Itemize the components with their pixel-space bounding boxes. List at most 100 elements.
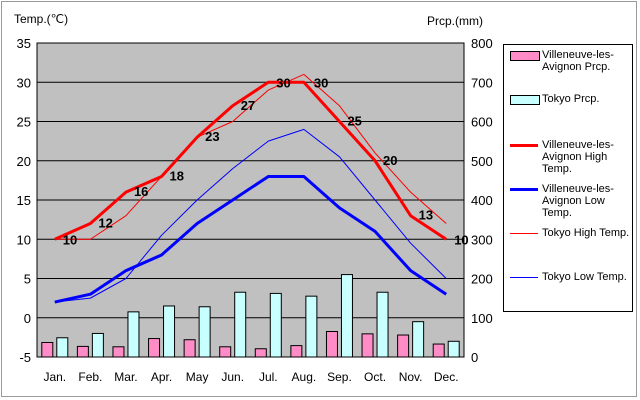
legend-swatch-tokyo-prcp [510,95,540,105]
bar-villeneuve-prcp [325,330,338,358]
left-axis-ticks: 35 30 25 20 15 10 5 0 -5 [17,36,31,365]
bar-tokyo-prcp [198,306,211,358]
bar-tokyo-prcp [447,340,460,358]
right-axis-ticks: 800 700 600 500 400 300 200 100 0 [471,36,493,365]
tokyo-low-line [54,128,447,303]
x-tick-label: Jun. [221,370,244,384]
bar-villeneuve-prcp [432,343,445,358]
right-tick-label: 200 [471,272,493,287]
high-temp-data-label: 13 [419,208,433,223]
high-temp-data-label: 23 [205,129,219,144]
x-tick-label: Aug. [292,370,317,384]
bar-villeneuve-prcp [290,345,303,358]
x-axis-ticks: Jan. Feb. Mar. Apr. May Jun. Jul. Aug. Sep. Oct. N… [43,370,458,384]
bar-villeneuve-prcp [148,338,161,358]
legend-item: Tokyo Low Temp. [508,271,632,301]
temperature-lines [54,73,448,304]
bar-villeneuve-prcp [219,346,232,358]
bar-villeneuve-prcp [397,334,410,358]
high-temp-data-label: 30 [276,75,290,90]
precipitation-bars [41,274,460,358]
left-tick-label: -5 [19,350,31,365]
right-tick-label: 300 [471,232,493,247]
bar-villeneuve-prcp [361,333,374,358]
high-temp-data-label: 18 [170,168,184,183]
x-tick-label: Oct. [364,370,386,384]
legend-item: Villeneuve-les-Avignon Prcp. [508,49,632,79]
left-tick-label: 20 [17,154,31,169]
x-tick-label: Mar. [114,370,137,384]
bar-tokyo-prcp [127,311,140,358]
right-tick-label: 400 [471,193,493,208]
legend-swatch-tokyo-low [510,277,538,278]
data-labels: 10 12 16 18 23 27 30 30 25 20 13 10 [63,75,469,247]
high-temp-data-label: 20 [383,153,397,168]
high-temp-data-label: 30 [314,75,328,90]
left-tick-label: 15 [17,193,31,208]
x-tick-label: Jan. [43,370,66,384]
high-temp-data-label: 10 [454,232,468,247]
legend-swatch-tokyo-high [510,233,538,234]
bar-villeneuve-prcp [76,345,89,358]
left-tick-label: 25 [17,115,31,130]
x-tick-label: Jul. [259,370,278,384]
legend-item: Tokyo Prcp. [508,93,632,109]
bar-tokyo-prcp [340,274,353,358]
bar-villeneuve-prcp [183,339,196,358]
legend-item: Tokyo High Temp. [508,227,632,257]
high-temp-data-label: 25 [347,114,361,129]
right-tick-label: 800 [471,36,493,51]
high-temp-data-label: 27 [241,98,255,113]
x-tick-label: Nov. [399,370,423,384]
left-tick-label: 0 [24,311,31,326]
bar-tokyo-prcp [163,305,176,358]
legend-label: Tokyo Prcp. [542,93,600,105]
left-tick-label: 30 [17,75,31,90]
x-tick-label: Sep. [327,370,352,384]
high-temp-data-label: 16 [134,184,148,199]
x-tick-label: Feb. [78,370,102,384]
bar-villeneuve-prcp [112,346,125,358]
bar-tokyo-prcp [234,291,247,358]
right-tick-label: 700 [471,75,493,90]
right-tick-label: 100 [471,311,493,326]
legend: Villeneuve-les-Avignon Prcp. Tokyo Prcp.… [503,44,633,312]
x-tick-label: May [186,370,209,384]
legend-item: Villeneuve-les-Avignon Low Temp. [508,183,632,223]
legend-label: Tokyo Low Temp. [542,271,627,283]
tokyo-high-line [54,73,447,240]
bar-tokyo-prcp [56,337,69,358]
left-tick-label: 5 [24,272,31,287]
legend-item: Villeneuve-les-Avignon High Temp. [508,139,632,179]
high-temp-data-label: 12 [98,216,112,231]
left-axis-title: Temp.(℃) [14,12,69,26]
legend-label: Tokyo High Temp. [542,227,630,239]
bar-villeneuve-prcp [41,341,54,358]
high-temp-data-label: 10 [63,232,77,247]
bar-tokyo-prcp [269,292,282,358]
legend-swatch-villeneuve-low [510,188,538,191]
x-tick-label: Apr. [151,370,172,384]
villeneuve-high-line [54,80,448,241]
x-tick-label: Dec. [434,370,459,384]
bar-tokyo-prcp [376,291,389,358]
bar-tokyo-prcp [305,295,318,358]
legend-label: Villeneuve-les-Avignon Low Temp. [542,183,614,219]
left-tick-label: 10 [17,232,31,247]
bar-villeneuve-prcp [254,348,267,358]
gridlines [37,81,464,319]
legend-swatch-villeneuve-high [510,144,538,147]
bar-tokyo-prcp [412,321,425,358]
legend-label: Villeneuve-les-Avignon High Temp. [542,139,614,175]
right-tick-label: 600 [471,115,493,130]
right-tick-label: 500 [471,154,493,169]
bar-tokyo-prcp [91,332,104,358]
legend-label: Villeneuve-les-Avignon Prcp. [542,49,614,73]
left-tick-label: 35 [17,36,31,51]
right-tick-label: 0 [471,350,478,365]
legend-swatch-villeneuve-prcp [510,51,540,61]
right-axis-title: Prcp.(mm) [427,14,483,28]
villeneuve-low-line [54,174,448,304]
